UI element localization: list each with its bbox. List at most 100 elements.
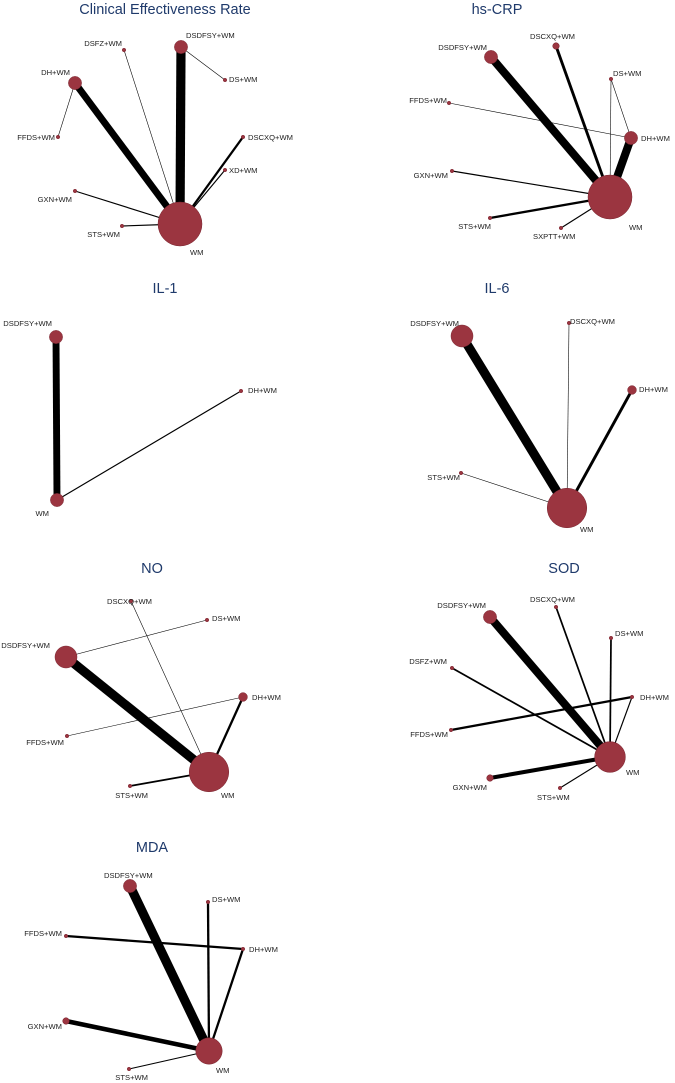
node-dsdfsy-plus-wm: [484, 50, 498, 64]
node-sts-plus-wm: [127, 783, 133, 789]
node-dscxq-plus-wm: [566, 320, 572, 326]
panel-no: NO DSCXQ+WM DS+WM DSDFSY+WM DH+WM FFDS+WM WM S…: [1, 561, 281, 800]
node-label-ffds-plus-wm: FFDS+WM: [17, 133, 55, 142]
panel-title: Clinical Effectiveness Rate: [79, 2, 250, 18]
panel-hs-crp: hs-CRP DSDFSY+WM DSCXQ+WM DS+WM DH+WM WM SXPT…: [409, 2, 670, 241]
edge-wm-ds-plus-wm: [206, 901, 211, 1052]
node-dscxq-plus-wm: [240, 134, 246, 140]
edge-wm-dsfz-plus-wm: [451, 667, 611, 758]
node-label-gxn-plus-wm: GXN+WM: [414, 171, 448, 180]
node-gxn-plus-wm: [62, 1017, 70, 1025]
node-ffds-plus-wm: [448, 727, 454, 733]
edge-dsdfsy-plus-wm-ds-plus-wm: [180, 46, 226, 81]
node-label-gxn-plus-wm: GXN+WM: [453, 783, 487, 792]
node-label-wm: WM: [190, 248, 204, 257]
edge-dh-plus-wm-ffds-plus-wm: [66, 696, 244, 737]
node-group: DSCXQ+WM DS+WM DSDFSY+WM DH+WM FFDS+WM WM STS+…: [1, 597, 281, 800]
node-group: DSCXQ+WM DSDFSY+WM DH+WM WM STS+WM: [410, 317, 668, 534]
node-label-ffds-plus-wm: FFDS+WM: [24, 929, 62, 938]
panel-title: SOD: [548, 561, 579, 577]
edge-wm-gxn-plus-wm: [451, 170, 611, 198]
edge-wm-dsdfsy-plus-wm: [175, 46, 186, 225]
edge-wm-sts-plus-wm: [128, 1050, 210, 1070]
node-label-dsdfsy-plus-wm: DSDFSY+WM: [186, 31, 235, 40]
node-dsdfsy-plus-wm: [483, 610, 497, 624]
node-label-wm: WM: [221, 791, 235, 800]
node-label-sxptt-plus-wm: SXPTT+WM: [533, 232, 575, 241]
edge-wm-dh-plus-wm: [72, 80, 183, 227]
edge-group: [450, 606, 633, 789]
node-ds-plus-wm: [608, 76, 614, 82]
node-label-dscxq-plus-wm: DSCXQ+WM: [570, 317, 615, 326]
node-label-sts-plus-wm: STS+WM: [115, 791, 148, 800]
edge-dsdfsy-plus-wm-ds-plus-wm: [65, 619, 208, 658]
node-sts-plus-wm: [119, 223, 125, 229]
node-dh-plus-wm: [629, 694, 635, 700]
node-group: DSDFSY+WM DH+WM WM: [3, 319, 277, 518]
node-sts-plus-wm: [126, 1066, 132, 1072]
node-group: DSDFSY+WM DS+WM DSCXQ+WM XD+WM WM STS+WM GXN+W…: [17, 31, 293, 257]
node-label-dh-plus-wm: DH+WM: [41, 68, 70, 77]
panel-sod: SOD DSDFSY+WM DSCXQ+WM DS+WM DSFZ+WM DH+WM FF…: [409, 561, 669, 802]
node-label-sts-plus-wm: STS+WM: [427, 473, 460, 482]
node-label-ffds-plus-wm: FFDS+WM: [26, 738, 64, 747]
node-label-xd-plus-wm: XD+WM: [229, 166, 257, 175]
node-gxn-plus-wm: [486, 774, 494, 782]
node-label-dsdfsy-plus-wm: DSDFSY+WM: [438, 43, 487, 52]
node-label-dscxq-plus-wm: DSCXQ+WM: [530, 32, 575, 41]
node-label-sts-plus-wm: STS+WM: [115, 1073, 148, 1082]
node-label-dscxq-plus-wm: DSCXQ+WM: [248, 133, 293, 142]
edge-wm-dsfz-plus-wm: [123, 49, 181, 225]
edge-wm-dscxq-plus-wm: [554, 45, 612, 198]
node-sts-plus-wm: [487, 215, 493, 221]
node-ffds-plus-wm: [446, 100, 452, 106]
node-label-dh-plus-wm: DH+WM: [640, 693, 669, 702]
edge-wm-dscxq-plus-wm: [130, 600, 210, 773]
node-label-dh-plus-wm: DH+WM: [641, 134, 670, 143]
node-dsdfsy-plus-wm: [450, 324, 474, 348]
edge-wm-dsdfsy-plus-wm: [63, 653, 212, 776]
node-label-wm: WM: [36, 509, 50, 518]
node-dsdfsy-plus-wm: [54, 645, 78, 669]
node-label-dh-plus-wm: DH+WM: [248, 386, 277, 395]
node-label-ds-plus-wm: DS+WM: [615, 629, 643, 638]
node-dscxq-plus-wm: [553, 604, 559, 610]
node-label-dh-plus-wm: DH+WM: [639, 385, 668, 394]
node-ds-plus-wm: [205, 899, 211, 905]
node-group: DSDFSY+WM DSCXQ+WM DS+WM DSFZ+WM DH+WM FFDS+W…: [409, 595, 669, 802]
edge-dh-plus-wm-ffds-plus-wm: [65, 934, 244, 951]
node-dh-plus-wm: [238, 388, 244, 394]
node-label-ffds-plus-wm: FFDS+WM: [409, 96, 447, 105]
node-label-dscxq-plus-wm: DSCXQ+WM: [107, 597, 152, 606]
node-dscxq-plus-wm: [128, 598, 134, 604]
edge-wm-dscxq-plus-wm: [566, 322, 570, 509]
node-wm: [594, 741, 626, 773]
edge-wm-ds-plus-wm: [609, 637, 612, 758]
panel-clinical-effectiveness-rate: Clinical Effectiveness Rate DSDFSY+WM DS+…: [17, 2, 293, 257]
node-label-dsfz-plus-wm: DSFZ+WM: [409, 657, 447, 666]
panel-il-1: IL-1 DSDFSY+WM DH+WM WM: [3, 281, 277, 518]
node-ds-plus-wm: [608, 635, 614, 641]
node-dh-plus-wm: [68, 76, 82, 90]
node-dsdfsy-plus-wm: [49, 330, 63, 344]
panel-title: MDA: [136, 840, 169, 856]
panel-title: NO: [141, 561, 163, 577]
node-dsdfsy-plus-wm: [123, 879, 137, 893]
edge-dh-plus-wm-ffds-plus-wm: [450, 695, 633, 732]
node-dscxq-plus-wm: [552, 42, 560, 50]
node-gxn-plus-wm: [449, 168, 455, 174]
node-label-dscxq-plus-wm: DSCXQ+WM: [530, 595, 575, 604]
node-dsdfsy-plus-wm: [174, 40, 188, 54]
edge-wm-dscxq-plus-wm: [555, 606, 611, 758]
node-label-ds-plus-wm: DS+WM: [613, 69, 641, 78]
node-ds-plus-wm: [222, 77, 228, 83]
edge-group: [52, 336, 242, 501]
edge-wm-dh-plus-wm: [56, 390, 242, 501]
node-label-wm: WM: [629, 223, 643, 232]
node-label-ds-plus-wm: DS+WM: [212, 614, 240, 623]
edge-dh-plus-wm-ffds-plus-wm: [448, 102, 632, 139]
edge-wm-dh-plus-wm: [207, 948, 245, 1052]
node-dh-plus-wm: [624, 131, 638, 145]
node-group: DSDFSY+WM DS+WM FFDS+WM DH+WM GXN+WM WM STS+WM: [24, 871, 278, 1082]
